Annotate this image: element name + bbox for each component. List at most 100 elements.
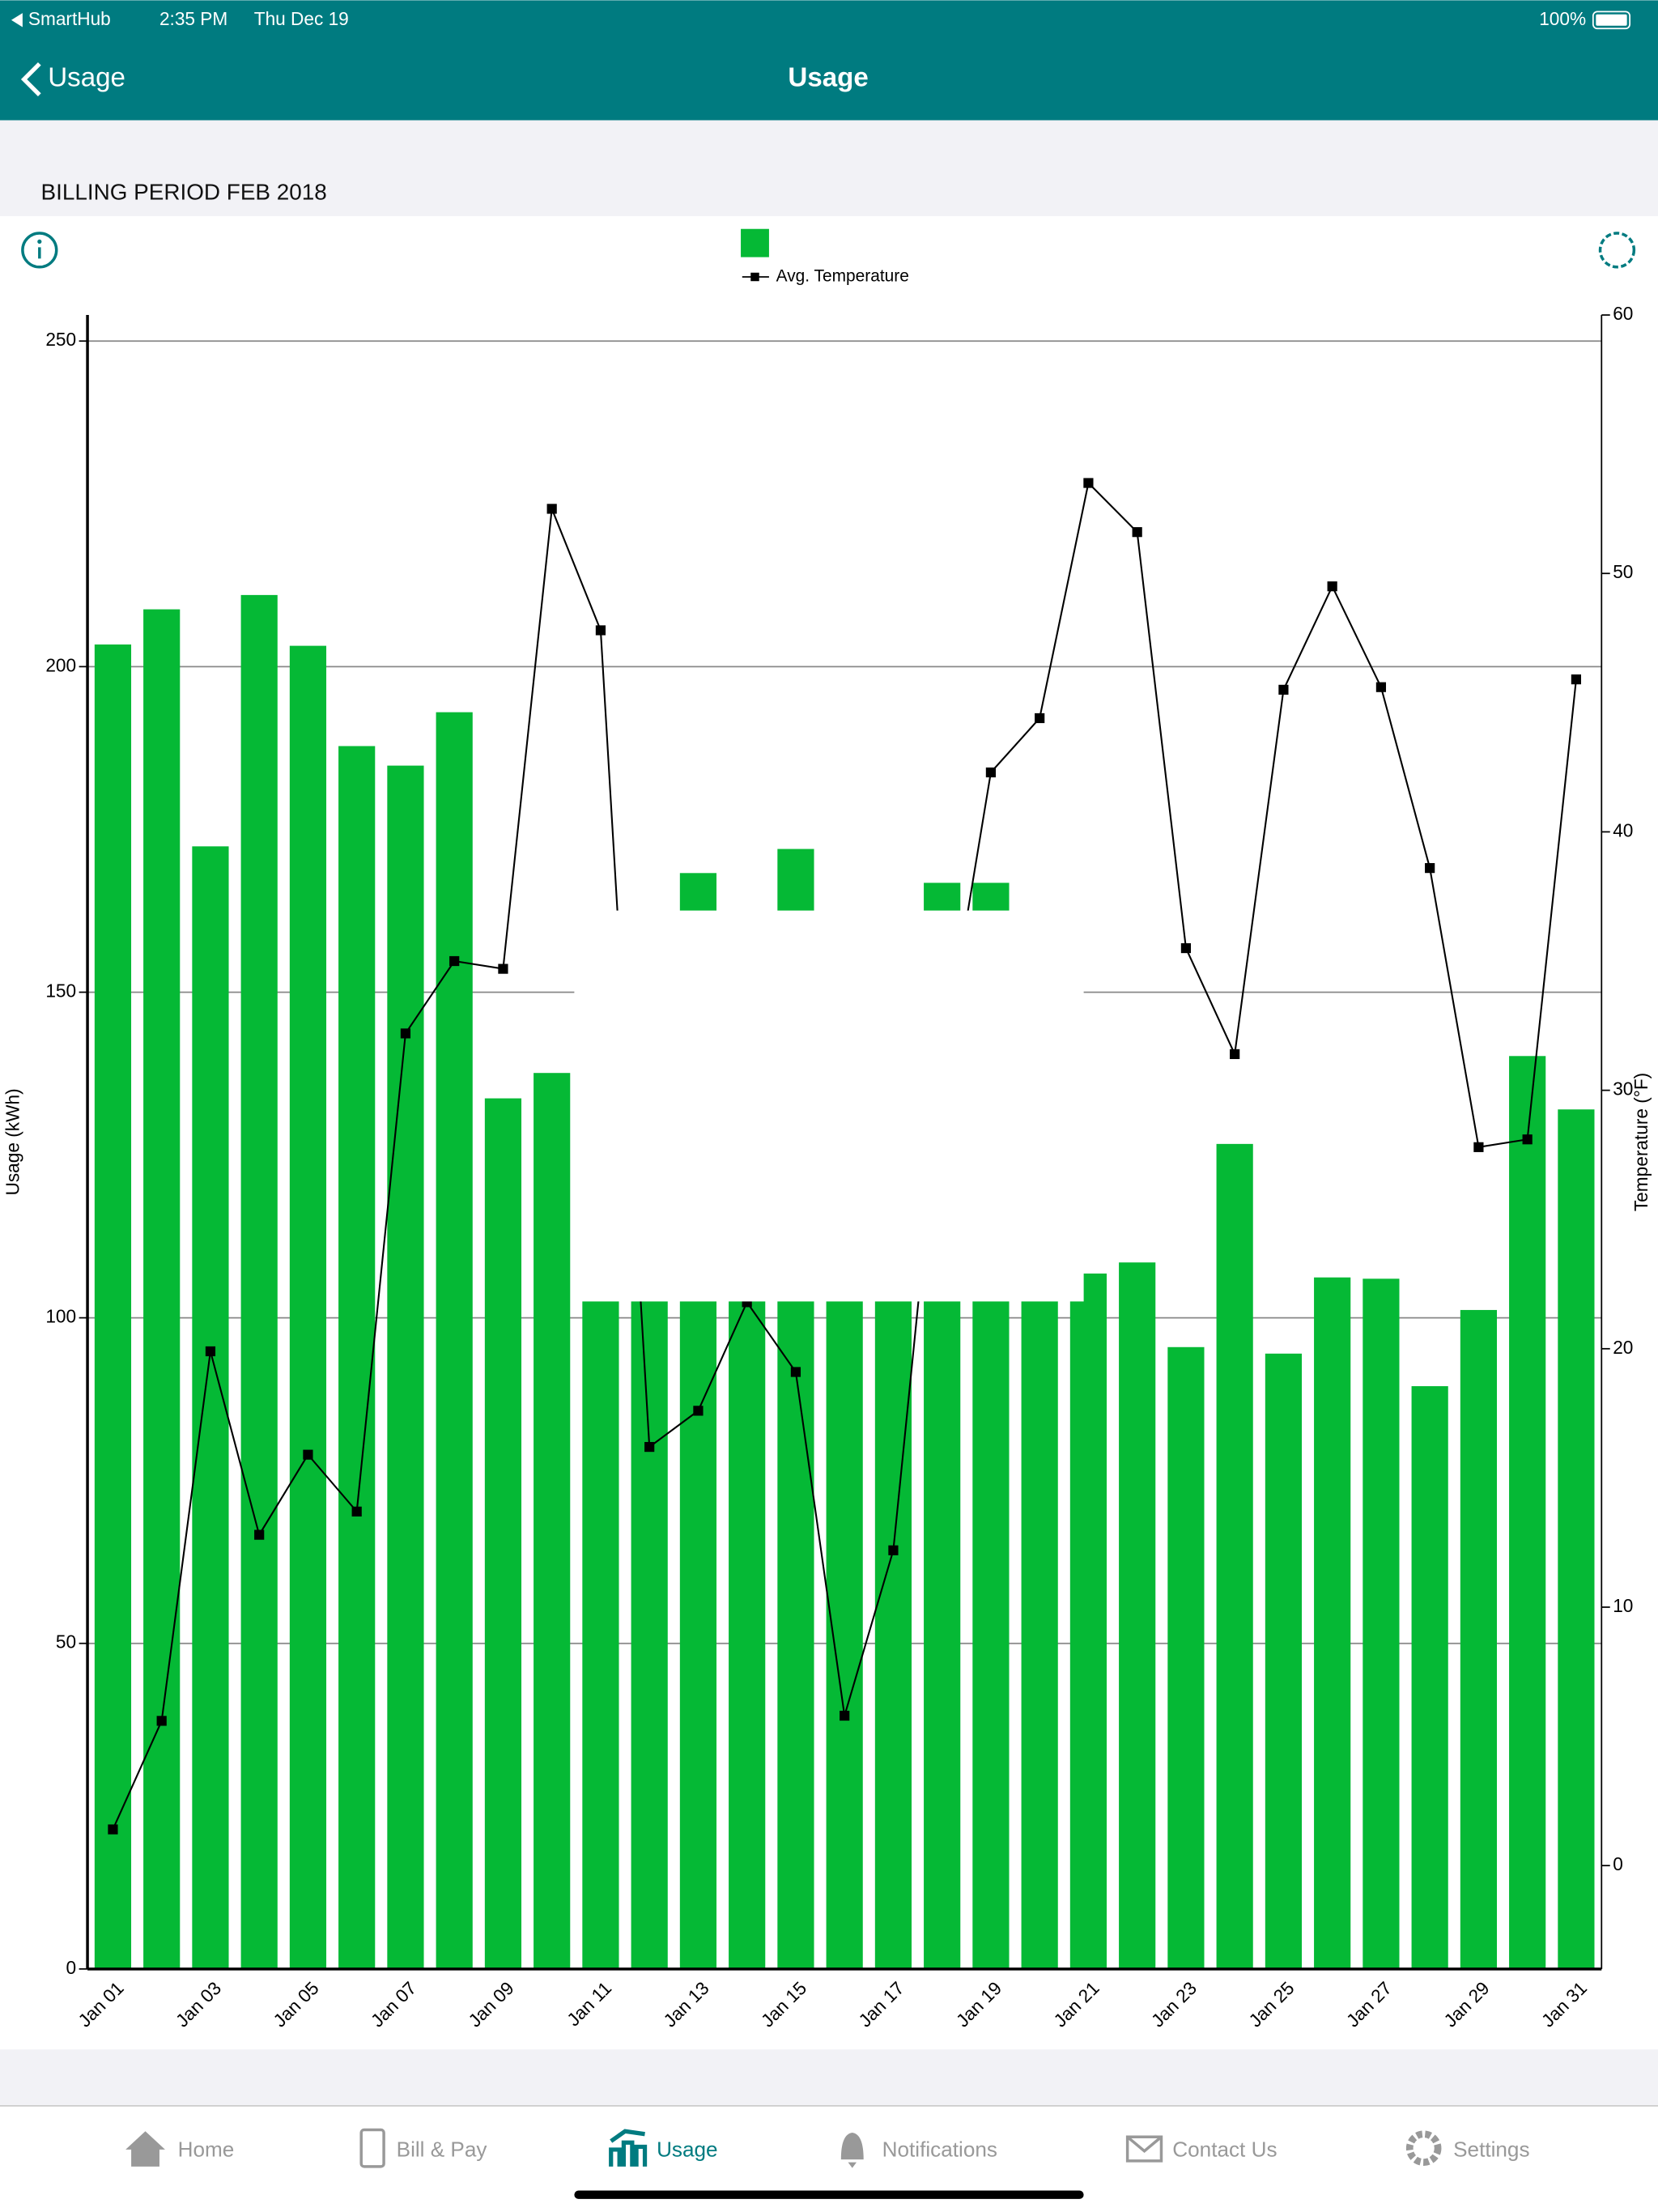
line-marker [840,1710,850,1721]
y2-tick-label: 50 [1613,561,1633,582]
info-glyph [38,247,41,259]
section-bg [0,2049,1658,2106]
y2-tick-label: 30 [1613,1078,1633,1100]
mail-flap [1126,2135,1163,2153]
status-app: SmartHub [28,8,111,29]
render-glitch [574,910,1084,1302]
y-tick-label: 200 [45,654,76,675]
line-marker [108,1824,118,1835]
y2-tick-label: 60 [1613,303,1633,324]
y-tick-label: 50 [56,1631,76,1653]
legend-label: Avg. Temperature [776,267,909,286]
line-marker [1083,478,1094,488]
bell-icon [840,2133,864,2168]
bar [1411,1386,1448,1969]
tab-bill-pay[interactable]: Bill & Pay [397,2138,488,2162]
status-back-icon [11,13,23,28]
bar [1558,1109,1595,1969]
info-dot [37,239,42,245]
home-icon [125,2131,165,2167]
y-tick-label: 250 [45,329,76,350]
line-marker [449,955,460,967]
back-chevron[interactable] [20,62,41,97]
bar [240,594,278,1969]
bar [387,765,424,1969]
usage-icon [609,2129,648,2167]
line-marker [693,1406,704,1416]
section-bg [0,120,1658,217]
bar [534,1073,571,1969]
chart-settings-button[interactable] [1598,232,1636,269]
line-marker [303,1449,313,1460]
line-marker [400,1028,411,1039]
line-marker [888,1545,899,1555]
y2-tick-label: 20 [1613,1337,1633,1358]
bar [289,645,327,1969]
battery-icon [1592,11,1631,30]
y2-axis-label: Temperature (°F) [1630,1073,1652,1211]
line-marker [595,625,606,636]
tab-usage[interactable]: Usage [657,2138,718,2162]
y2-tick-label: 10 [1613,1595,1633,1616]
bill-icon [359,2128,385,2168]
legend-swatch [741,228,769,257]
tab-settings[interactable]: Settings [1453,2138,1529,2162]
bar [1119,1262,1156,1969]
line-marker [1473,1142,1484,1152]
bar [143,609,181,1969]
line-marker [1571,674,1582,685]
line-marker [205,1346,216,1357]
line-marker [1522,1134,1533,1145]
line-marker [546,504,557,514]
line-marker [254,1529,265,1540]
tab-home[interactable]: Home [178,2138,235,2162]
bar [1460,1309,1498,1969]
y-axis-label: Usage (kWh) [2,1088,23,1195]
line-marker [156,1716,167,1726]
info-button[interactable] [21,232,58,269]
mail-icon [1125,2135,1163,2163]
legend-marker [750,272,759,282]
bar [192,846,229,1969]
line-marker [644,1441,655,1453]
y-tick-label: 100 [45,1306,76,1327]
home-indicator [574,2190,1084,2199]
header-bg [0,0,1658,121]
nav-title: Usage [788,63,868,93]
bar [1167,1346,1205,1969]
y-tick-label: 0 [66,1957,77,1978]
line-marker [1425,863,1435,874]
bar [1314,1277,1351,1969]
status-battery: 100% [1539,8,1586,29]
line-marker [1278,684,1289,695]
bar [1363,1278,1400,1969]
bar [484,1098,522,1969]
line-marker [498,963,508,974]
line-marker [1230,1049,1240,1060]
y2-tick-label: 0 [1613,1853,1623,1874]
bar [436,712,473,1969]
bar [1265,1353,1303,1969]
bar [94,644,132,1969]
y2-tick-label: 40 [1613,819,1633,840]
settings-icon [1405,2130,1442,2166]
status-date: Thu Dec 19 [254,8,349,29]
line-marker [790,1367,801,1377]
y-tick-label: 150 [45,980,76,1001]
tab-notifications[interactable]: Notifications [882,2138,997,2162]
bar [338,746,376,1969]
line-marker [1035,713,1045,724]
line-marker [985,767,997,778]
line-marker [1132,527,1142,538]
line-marker [1327,581,1337,592]
line-marker [1375,682,1387,692]
bar [1509,1056,1546,1969]
battery-fill [1596,14,1627,26]
line-marker [1180,942,1192,954]
billing-period: BILLING PERIOD FEB 2018 [41,180,327,205]
line-marker [351,1506,362,1516]
back-button[interactable]: Usage [48,63,125,93]
tab-contact-us[interactable]: Contact Us [1172,2138,1277,2162]
